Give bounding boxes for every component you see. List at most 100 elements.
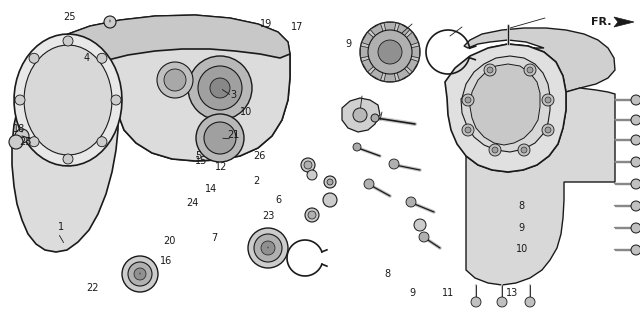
Circle shape bbox=[419, 232, 429, 242]
Circle shape bbox=[304, 161, 312, 169]
Text: 9: 9 bbox=[410, 288, 416, 298]
Text: 1: 1 bbox=[58, 222, 64, 232]
Circle shape bbox=[204, 122, 236, 154]
Circle shape bbox=[248, 228, 288, 268]
Circle shape bbox=[465, 97, 471, 103]
Text: 4: 4 bbox=[83, 53, 90, 63]
Circle shape bbox=[128, 262, 152, 286]
Circle shape bbox=[97, 137, 107, 147]
Circle shape bbox=[518, 144, 530, 156]
Polygon shape bbox=[24, 15, 290, 161]
Polygon shape bbox=[68, 15, 290, 70]
Text: 26: 26 bbox=[253, 151, 266, 161]
Circle shape bbox=[104, 16, 116, 28]
Circle shape bbox=[29, 137, 39, 147]
Text: 25: 25 bbox=[63, 12, 76, 22]
Polygon shape bbox=[397, 24, 410, 36]
Circle shape bbox=[378, 40, 402, 64]
Circle shape bbox=[465, 127, 471, 133]
Polygon shape bbox=[412, 46, 419, 58]
Polygon shape bbox=[362, 59, 374, 72]
Text: 13: 13 bbox=[506, 288, 518, 298]
Circle shape bbox=[353, 143, 361, 151]
Text: 10: 10 bbox=[240, 107, 253, 117]
Circle shape bbox=[545, 127, 551, 133]
Circle shape bbox=[471, 297, 481, 307]
Polygon shape bbox=[445, 44, 566, 172]
Circle shape bbox=[484, 64, 496, 76]
Circle shape bbox=[631, 135, 640, 145]
Circle shape bbox=[542, 94, 554, 106]
Circle shape bbox=[210, 78, 230, 98]
Text: 16: 16 bbox=[160, 256, 173, 266]
Circle shape bbox=[371, 114, 379, 122]
Text: 21: 21 bbox=[227, 130, 240, 140]
Circle shape bbox=[462, 94, 474, 106]
Text: 11: 11 bbox=[442, 288, 454, 298]
Circle shape bbox=[254, 234, 282, 262]
Text: 9: 9 bbox=[518, 223, 525, 233]
Circle shape bbox=[198, 66, 242, 110]
Circle shape bbox=[492, 147, 498, 153]
Circle shape bbox=[308, 211, 316, 219]
Circle shape bbox=[631, 245, 640, 255]
Polygon shape bbox=[614, 17, 634, 27]
Circle shape bbox=[164, 69, 186, 91]
Polygon shape bbox=[370, 68, 383, 80]
Circle shape bbox=[487, 67, 493, 73]
Circle shape bbox=[305, 208, 319, 222]
Circle shape bbox=[631, 95, 640, 105]
Polygon shape bbox=[466, 88, 615, 285]
Polygon shape bbox=[342, 98, 380, 132]
Polygon shape bbox=[461, 56, 550, 152]
Circle shape bbox=[122, 256, 158, 292]
Circle shape bbox=[188, 56, 252, 120]
Text: 12: 12 bbox=[214, 162, 227, 172]
Polygon shape bbox=[464, 28, 615, 92]
Circle shape bbox=[360, 22, 420, 82]
Text: 2: 2 bbox=[253, 176, 259, 186]
Circle shape bbox=[414, 219, 426, 231]
Circle shape bbox=[542, 124, 554, 136]
Text: 10: 10 bbox=[515, 244, 528, 254]
Circle shape bbox=[631, 157, 640, 167]
Circle shape bbox=[527, 67, 533, 73]
Circle shape bbox=[9, 135, 23, 149]
Text: 8: 8 bbox=[518, 201, 525, 211]
Circle shape bbox=[63, 154, 73, 164]
Circle shape bbox=[63, 36, 73, 46]
Circle shape bbox=[524, 64, 536, 76]
Circle shape bbox=[521, 147, 527, 153]
Text: 25: 25 bbox=[19, 137, 32, 147]
Circle shape bbox=[324, 176, 336, 188]
Circle shape bbox=[15, 95, 25, 105]
Circle shape bbox=[631, 115, 640, 125]
Text: 14: 14 bbox=[205, 184, 218, 194]
Text: FR.: FR. bbox=[591, 17, 611, 27]
Circle shape bbox=[157, 62, 193, 98]
Circle shape bbox=[134, 268, 146, 280]
Text: 7: 7 bbox=[211, 233, 218, 243]
Circle shape bbox=[307, 170, 317, 180]
Polygon shape bbox=[384, 74, 396, 81]
Text: 22: 22 bbox=[86, 283, 99, 293]
Text: 9: 9 bbox=[346, 39, 352, 49]
Text: 19: 19 bbox=[259, 19, 272, 29]
Polygon shape bbox=[397, 68, 410, 80]
Circle shape bbox=[489, 144, 501, 156]
Text: 15: 15 bbox=[195, 156, 208, 166]
Polygon shape bbox=[14, 34, 122, 166]
Circle shape bbox=[353, 108, 367, 122]
Polygon shape bbox=[370, 24, 383, 36]
Circle shape bbox=[364, 179, 374, 189]
Polygon shape bbox=[384, 23, 396, 31]
Text: 17: 17 bbox=[291, 22, 304, 32]
Circle shape bbox=[196, 114, 244, 162]
Circle shape bbox=[406, 197, 416, 207]
Circle shape bbox=[631, 201, 640, 211]
Text: 18: 18 bbox=[13, 124, 26, 134]
Polygon shape bbox=[406, 59, 419, 72]
Polygon shape bbox=[362, 32, 374, 45]
Circle shape bbox=[261, 241, 275, 255]
Circle shape bbox=[389, 159, 399, 169]
